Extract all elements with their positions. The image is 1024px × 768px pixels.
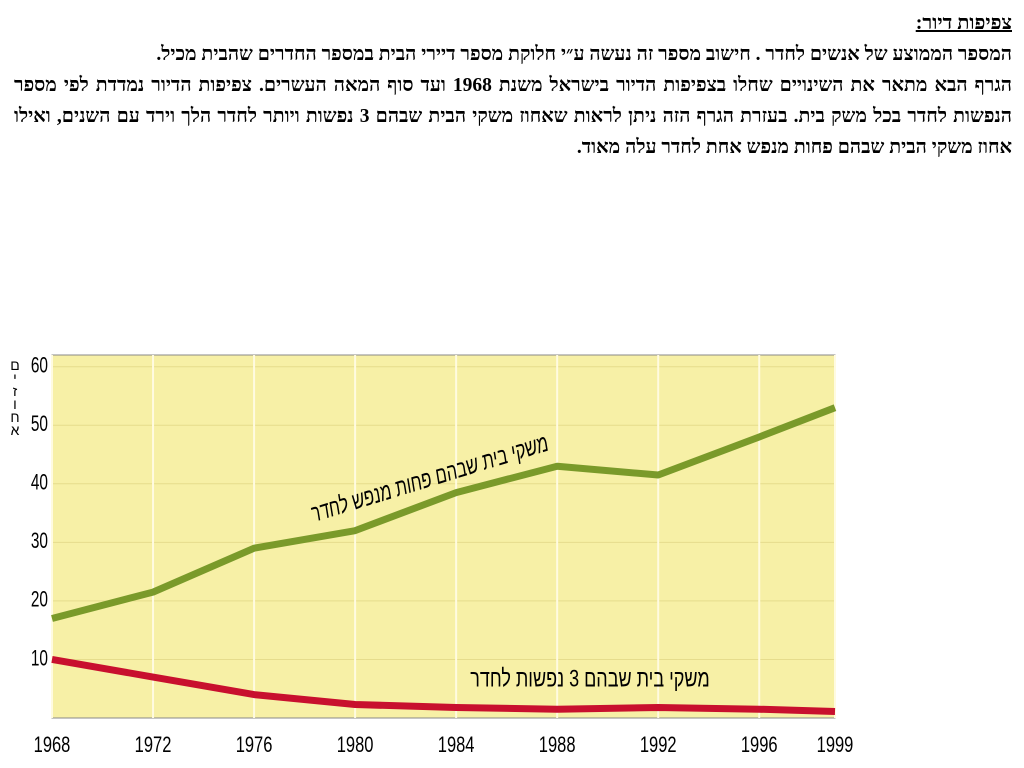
y-tick-label: 30 xyxy=(31,530,48,554)
y-tick-label: 40 xyxy=(31,471,48,495)
x-tick-label: 1984 xyxy=(438,733,475,758)
plot-area xyxy=(51,354,836,719)
series-line xyxy=(51,656,836,716)
title: צפיפות דיור: xyxy=(915,12,1012,34)
x-tick-label: 1968 xyxy=(34,733,71,758)
x-tick-label: 1999 xyxy=(817,733,854,758)
x-tick-label: 1976 xyxy=(236,733,273,758)
y-axis-label: אחוזים xyxy=(7,357,23,435)
paragraph: הגרף הבא מתאר את השינויים שחלו בצפיפות ה… xyxy=(14,75,1012,158)
y-tick-label: 60 xyxy=(31,354,48,378)
x-tick-label: 1972 xyxy=(135,733,172,758)
x-tick-label: 1996 xyxy=(741,733,778,758)
x-tick-label: 1992 xyxy=(640,733,677,758)
y-tick-label: 10 xyxy=(31,647,48,671)
y-tick-label: 20 xyxy=(31,588,48,612)
y-tick-label: 50 xyxy=(31,413,48,437)
text-block: צפיפות דיור: המספר הממוצע של אנשים לחדר … xyxy=(14,8,1012,163)
chart: 10 20 30 40 50 60 1968 1972 1976 1980 1984 1988 1992… xyxy=(7,354,854,758)
x-tick-label: 1988 xyxy=(539,733,576,758)
paragraph: המספר הממוצע של אנשים לחדר . חישוב מספר … xyxy=(156,44,1012,65)
series-label: משקי בית שבהם 3 נפשות לחדר xyxy=(470,666,709,692)
x-tick-label: 1980 xyxy=(337,733,374,758)
series-line xyxy=(51,404,837,622)
